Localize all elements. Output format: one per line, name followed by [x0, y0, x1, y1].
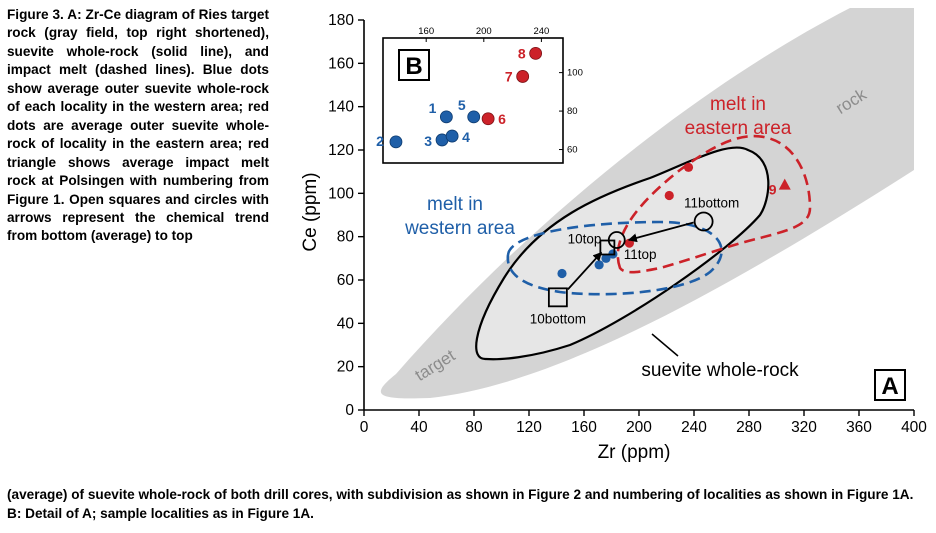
inset-y-tick-label: 100 — [567, 68, 583, 79]
melt-west-label-line1: melt in — [427, 194, 483, 215]
trend-11-bottom-label: 11bottom — [684, 196, 739, 211]
inset-red-point-label: 7 — [505, 68, 513, 84]
y-tick-label: 20 — [337, 359, 355, 376]
trend-10-bottom-label: 10bottom — [530, 311, 586, 326]
y-tick-label: 60 — [337, 272, 355, 289]
inset-tick-labels: 160 200 240 60 80 100 — [418, 26, 583, 156]
x-tick-label: 0 — [360, 419, 369, 436]
suevite-label-leader — [651, 333, 679, 357]
x-tick-label: 120 — [516, 419, 542, 436]
inset-blue-point — [445, 129, 459, 143]
panel-a-label: A — [881, 373, 898, 400]
inset-blue-point — [389, 135, 403, 149]
inset-y-tick-label: 60 — [567, 145, 578, 156]
y-axis-label: Ce (ppm) — [300, 172, 321, 251]
inset-red-point — [529, 46, 543, 60]
y-tick-label: 40 — [337, 315, 355, 332]
blue-data-point — [594, 260, 604, 270]
inset-panel-b: 160 200 240 60 80 100 B 2 1 3 4 5 6 78 — [376, 26, 583, 164]
suevite-label: suevite whole-rock — [641, 360, 799, 381]
inset-blue-point-label: 5 — [458, 97, 466, 113]
trend-10-arrow — [567, 251, 603, 290]
inset-x-tick-label: 240 — [533, 26, 549, 37]
panel-a-points: 9 — [557, 162, 791, 279]
y-tick-label: 100 — [328, 185, 354, 202]
y-tick-label: 140 — [328, 99, 354, 116]
inset-blue-point — [439, 110, 453, 124]
figure-caption-side: Figure 3. A: Zr-Ce diagram of Ries targe… — [7, 7, 269, 244]
y-tick-label: 120 — [328, 142, 354, 159]
inset-red-point — [516, 70, 530, 83]
x-axis-label: Zr (ppm) — [598, 442, 671, 463]
x-tick-label: 40 — [410, 419, 428, 436]
x-tick-label: 360 — [846, 419, 872, 436]
trend-10-top-label: 10top — [568, 232, 602, 247]
melt-east-label-line2: eastern area — [685, 118, 792, 139]
trend-11-arrow — [627, 221, 694, 243]
red-data-point — [683, 162, 694, 172]
melt-eastern-outline — [616, 134, 812, 274]
axis-tick-labels: 0 40 80 120 160 200 240 280 320 360 40002040608010… — [328, 12, 927, 436]
trend-10-bottom-square — [547, 287, 568, 308]
panel-a-label-box — [874, 369, 906, 401]
inset-x-tick-label: 200 — [476, 26, 492, 37]
y-tick-label: 180 — [328, 12, 354, 29]
y-tick-label: 80 — [337, 229, 355, 246]
melt-east-label-line1: melt in — [710, 94, 766, 115]
x-tick-label: 80 — [465, 419, 483, 436]
trend-11-bottom-circle — [693, 211, 714, 232]
red-data-point — [664, 190, 674, 201]
blue-data-point — [557, 268, 567, 279]
x-tick-label: 400 — [901, 419, 927, 436]
blue-data-point — [601, 253, 611, 263]
inset-y-tick-label: 80 — [567, 106, 578, 117]
inset-blue-point-label: 1 — [429, 100, 437, 116]
x-tick-label: 160 — [571, 419, 597, 436]
panel-b-label: B — [405, 53, 422, 80]
y-tick-label: 0 — [345, 402, 354, 419]
inset-blue-point-label: 4 — [462, 129, 470, 145]
melt-western-outline — [506, 220, 723, 296]
trend-11-top-circle — [607, 231, 626, 249]
inset-ticks — [425, 38, 563, 151]
axis-ticks — [358, 19, 915, 416]
triangle-data-point — [778, 178, 791, 190]
x-tick-label: 200 — [626, 419, 652, 436]
triangle-point-label: 9 — [769, 182, 777, 198]
x-tick-label: 240 — [681, 419, 707, 436]
inset-red-point-label: 8 — [518, 45, 526, 61]
melt-west-label-line2: western area — [404, 218, 515, 239]
trend-11-top-label: 11top — [624, 247, 657, 262]
inset-blue-point — [467, 110, 481, 124]
figure-caption-bottom: (average) of suevite whole-rock of both … — [7, 487, 914, 521]
panel-a-trends: 10bottom 10top 11bottom 11top — [530, 196, 740, 327]
inset-blue-point-label: 2 — [376, 133, 384, 149]
inset-red-point-label: 6 — [498, 111, 506, 127]
panel-b-points: 2 1 3 4 5 6 78 — [376, 45, 543, 149]
x-tick-label: 280 — [736, 419, 762, 436]
x-tick-label: 320 — [791, 419, 817, 436]
inset-blue-point-label: 3 — [424, 133, 432, 149]
y-tick-label: 160 — [328, 55, 354, 72]
zr-ce-figure: 0 40 80 120 160 200 240 280 320 360 40002040608010… — [300, 8, 927, 463]
inset-x-tick-label: 160 — [418, 26, 434, 37]
inset-red-point — [481, 112, 495, 126]
panel-b-label-box — [398, 49, 430, 81]
